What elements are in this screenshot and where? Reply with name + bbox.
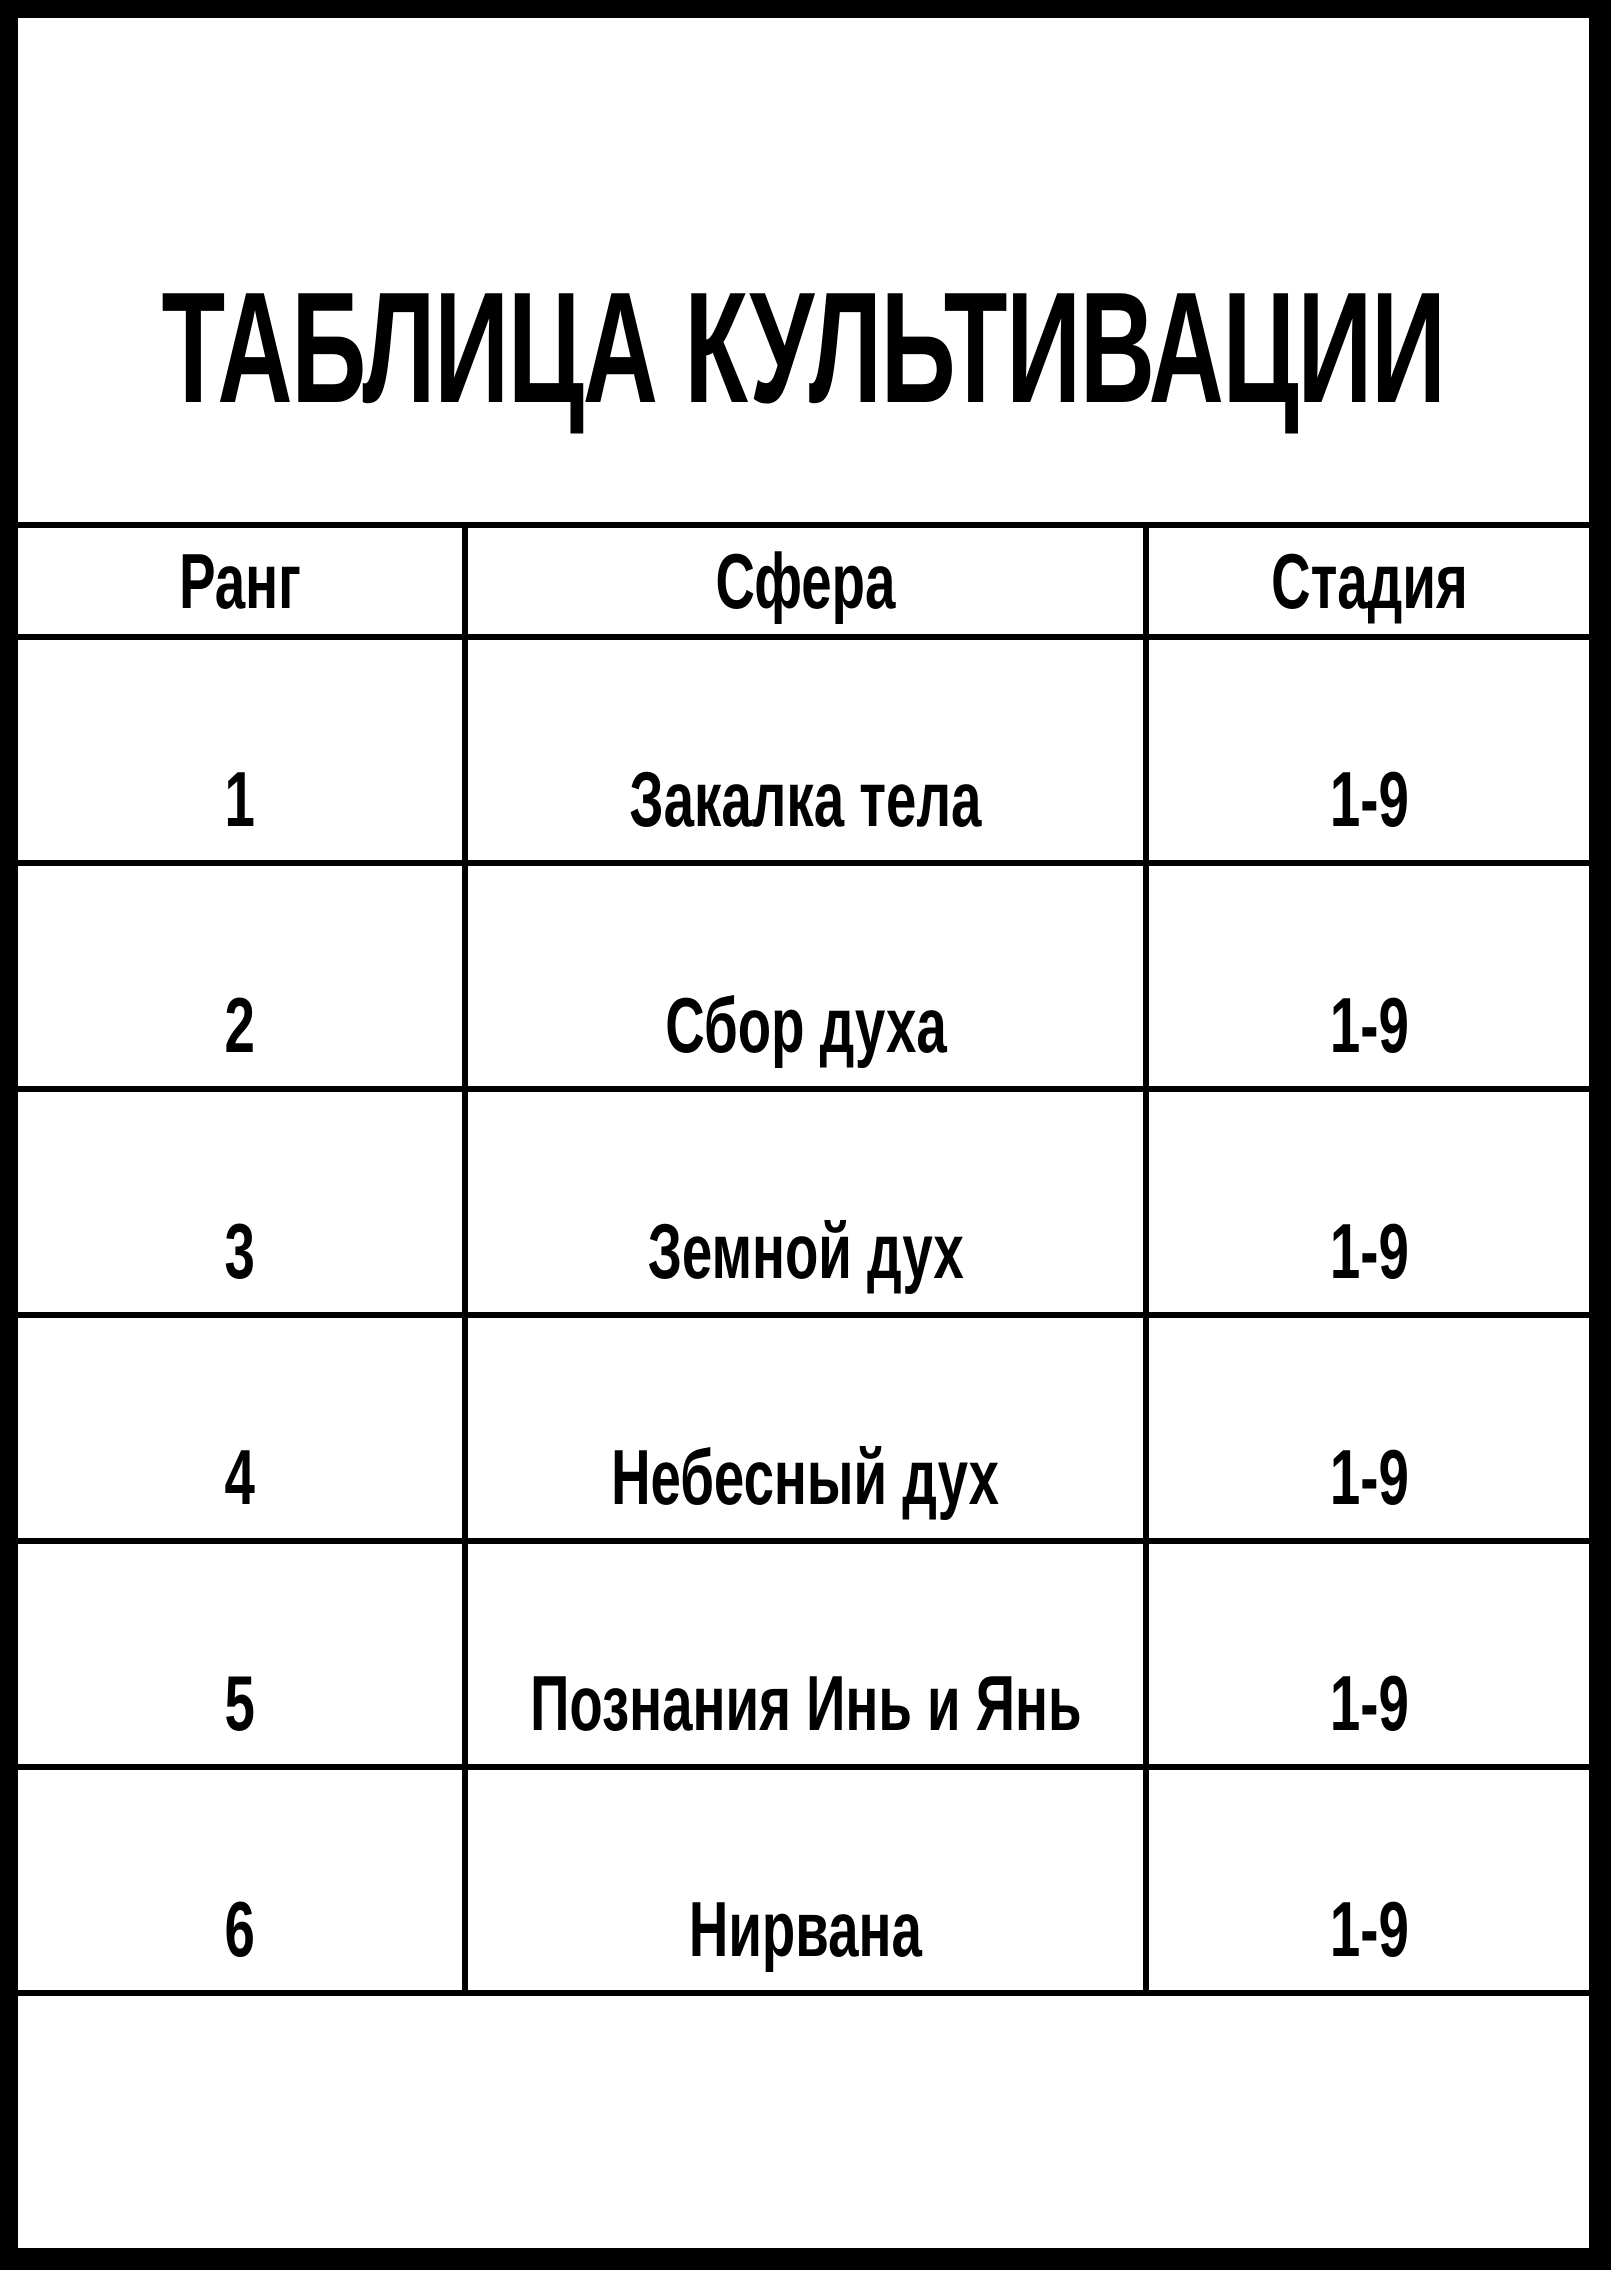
table-bottom-border bbox=[18, 1990, 1589, 1996]
stage-cell: 1-9 bbox=[1149, 1318, 1589, 1516]
title-text: ТАБЛИЦА КУЛЬТИВАЦИИ bbox=[161, 260, 1446, 436]
row-divider bbox=[18, 1086, 1589, 1092]
rank-text: 6 bbox=[224, 1885, 256, 1973]
sphere-text: Закалка тела bbox=[629, 755, 982, 843]
row-divider bbox=[18, 1312, 1589, 1318]
rank-text: 2 bbox=[224, 981, 256, 1069]
stage-cell: 1-9 bbox=[1149, 866, 1589, 1064]
table-row: 3 Земной дух 1-9 bbox=[18, 1092, 1589, 1290]
column-divider bbox=[1143, 522, 1149, 1996]
sphere-cell: Нирвана bbox=[468, 1770, 1143, 1968]
table-row: 4 Небесный дух 1-9 bbox=[18, 1318, 1589, 1516]
row-divider bbox=[18, 860, 1589, 866]
header-text: Сфера bbox=[715, 537, 896, 625]
sphere-cell: Небесный дух bbox=[468, 1318, 1143, 1516]
stage-cell: 1-9 bbox=[1149, 1544, 1589, 1742]
table-row: 6 Нирвана 1-9 bbox=[18, 1770, 1589, 1968]
stage-cell: 1-9 bbox=[1149, 1092, 1589, 1290]
table-row: 2 Сбор духа 1-9 bbox=[18, 866, 1589, 1064]
sphere-text: Познания Инь и Янь bbox=[529, 1659, 1082, 1747]
sphere-text: Сбор духа bbox=[664, 981, 947, 1069]
stage-text: 1-9 bbox=[1329, 1433, 1409, 1521]
rank-text: 1 bbox=[224, 755, 256, 843]
row-divider bbox=[18, 1538, 1589, 1544]
stage-text: 1-9 bbox=[1329, 1659, 1409, 1747]
sphere-text: Земной дух bbox=[647, 1207, 964, 1295]
document-page: ТАБЛИЦА КУЛЬТИВАЦИИ Ранг Сфера Стадия 1 … bbox=[18, 18, 1589, 2248]
header-rank: Ранг bbox=[18, 528, 462, 634]
table-row: 1 Закалка тела 1-9 bbox=[18, 640, 1589, 838]
rank-text: 5 bbox=[224, 1659, 256, 1747]
table-header: Ранг Сфера Стадия bbox=[18, 528, 1589, 634]
table-top-border bbox=[18, 522, 1589, 528]
rank-text: 4 bbox=[224, 1433, 256, 1521]
page-title: ТАБЛИЦА КУЛЬТИВАЦИИ bbox=[18, 263, 1589, 433]
table-row: 5 Познания Инь и Янь 1-9 bbox=[18, 1544, 1589, 1742]
rank-cell: 4 bbox=[18, 1318, 462, 1516]
sphere-cell: Сбор духа bbox=[468, 866, 1143, 1064]
column-divider bbox=[462, 522, 468, 1996]
header-text: Стадия bbox=[1270, 537, 1468, 625]
row-divider bbox=[18, 1764, 1589, 1770]
rank-cell: 2 bbox=[18, 866, 462, 1064]
stage-text: 1-9 bbox=[1329, 1885, 1409, 1973]
sphere-cell: Земной дух bbox=[468, 1092, 1143, 1290]
stage-cell: 1-9 bbox=[1149, 1770, 1589, 1968]
rank-text: 3 bbox=[224, 1207, 256, 1295]
header-stage: Стадия bbox=[1149, 528, 1589, 634]
rank-cell: 5 bbox=[18, 1544, 462, 1742]
rank-cell: 1 bbox=[18, 640, 462, 838]
stage-text: 1-9 bbox=[1329, 755, 1409, 843]
sphere-cell: Закалка тела bbox=[468, 640, 1143, 838]
rank-cell: 3 bbox=[18, 1092, 462, 1290]
rank-cell: 6 bbox=[18, 1770, 462, 1968]
header-sphere: Сфера bbox=[468, 528, 1143, 634]
header-text: Ранг bbox=[179, 537, 301, 625]
header-divider bbox=[18, 634, 1589, 640]
stage-text: 1-9 bbox=[1329, 1207, 1409, 1295]
stage-text: 1-9 bbox=[1329, 981, 1409, 1069]
stage-cell: 1-9 bbox=[1149, 640, 1589, 838]
sphere-text: Нирвана bbox=[689, 1885, 922, 1973]
sphere-text: Небесный дух bbox=[611, 1433, 1000, 1521]
sphere-cell: Познания Инь и Янь bbox=[468, 1544, 1143, 1742]
